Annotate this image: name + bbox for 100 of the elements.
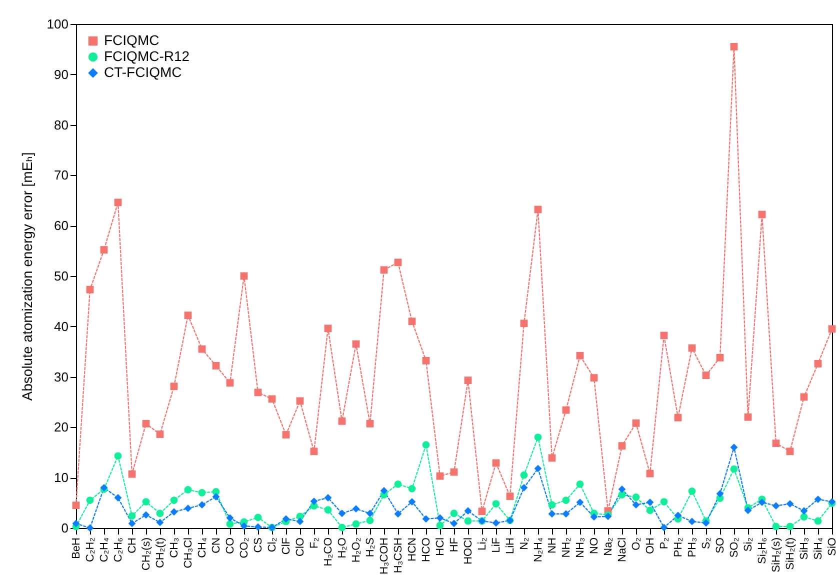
x-tick-label: BeH (70, 537, 82, 559)
x-tick-label: NaCl (616, 538, 628, 562)
point (744, 413, 752, 421)
point (562, 496, 570, 504)
x-tick-label: PH₂ (672, 538, 684, 558)
x-tick-label: CH₃ (168, 538, 180, 558)
point (828, 325, 836, 333)
point (800, 513, 808, 521)
point (688, 488, 696, 495)
point (394, 480, 402, 488)
point (520, 471, 528, 479)
point (86, 286, 94, 294)
point (184, 312, 192, 320)
point (674, 414, 682, 422)
point (730, 444, 738, 452)
point (646, 470, 654, 478)
x-tick-label: N₂ (518, 538, 530, 550)
point (590, 374, 598, 382)
point (198, 501, 206, 509)
point (646, 506, 654, 514)
point (744, 506, 752, 514)
y-tick-label: 0 (61, 520, 68, 536)
legend-label: CT-FCIQMC (104, 64, 182, 80)
x-tick-label: H₂O (336, 537, 348, 558)
point (170, 382, 178, 390)
point (520, 484, 528, 492)
legend-label: FCIQMC-R12 (104, 48, 190, 64)
point (534, 464, 542, 472)
x-tick-label: H₂CO (322, 537, 334, 566)
x-tick-label: H₂O₂ (350, 538, 362, 563)
point (114, 198, 122, 206)
x-tick-label: CH (126, 537, 138, 554)
point (520, 320, 528, 328)
x-tick-label: P₂ (658, 538, 670, 550)
x-tick-label: O₂ (630, 538, 642, 550)
point (422, 356, 430, 364)
point (338, 417, 346, 425)
point (170, 496, 178, 504)
x-tick-label: SiO (826, 537, 838, 556)
point (324, 324, 332, 332)
point (394, 510, 402, 518)
point (282, 431, 290, 438)
point (128, 520, 136, 528)
point (506, 492, 514, 500)
point (128, 512, 136, 520)
y-tick-label: 40 (54, 318, 68, 334)
y-axis-title: Absolute atomization energy error [mEₕ] (18, 152, 35, 401)
x-tick-label: NH₃ (574, 538, 586, 558)
x-tick-label: CO₂ (238, 538, 250, 558)
y-tick-label: 100 (46, 16, 68, 32)
x-tick-label: SiH₄ (812, 536, 824, 560)
y-tick-label: 70 (54, 168, 68, 183)
x-tick-label: Li₂ (476, 538, 488, 550)
point (338, 524, 346, 532)
point (226, 379, 234, 387)
y-tick-label: 30 (54, 369, 68, 384)
point (254, 523, 262, 531)
x-tick-label: HOCl (462, 538, 474, 564)
point (674, 512, 682, 520)
point (408, 484, 416, 492)
point (464, 376, 472, 384)
x-tick-label: NH (546, 537, 558, 554)
point (128, 470, 136, 478)
point (800, 507, 808, 515)
point (632, 419, 640, 427)
x-tick-label: CO (224, 537, 236, 554)
x-tick-label: LiF (490, 537, 502, 553)
x-tick-label: ClO (294, 537, 306, 556)
point (786, 448, 794, 456)
point (562, 406, 570, 414)
x-tick-label: Cl₂ (266, 538, 278, 552)
point (534, 434, 542, 441)
point (100, 246, 108, 254)
point (450, 510, 458, 518)
point (352, 520, 360, 528)
point (436, 472, 444, 480)
point (296, 518, 304, 526)
x-tick-label: HF (448, 537, 460, 552)
point (366, 420, 374, 428)
point (464, 517, 472, 525)
point (156, 518, 164, 526)
x-tick-label: H₃CSH (392, 537, 404, 574)
point (632, 501, 640, 509)
point (548, 510, 556, 518)
point (422, 441, 430, 449)
point (590, 513, 598, 521)
point (548, 501, 556, 509)
point (632, 494, 640, 501)
x-tick-label: H₃COH (378, 537, 390, 574)
point (702, 372, 710, 379)
point (324, 506, 332, 514)
point (380, 266, 388, 274)
point (114, 452, 122, 460)
point (450, 520, 458, 528)
point (310, 448, 318, 456)
point (688, 344, 696, 352)
x-tick-label: LiH (504, 537, 516, 554)
point (772, 440, 780, 448)
point (618, 442, 626, 450)
x-tick-label: S₂ (700, 538, 712, 550)
